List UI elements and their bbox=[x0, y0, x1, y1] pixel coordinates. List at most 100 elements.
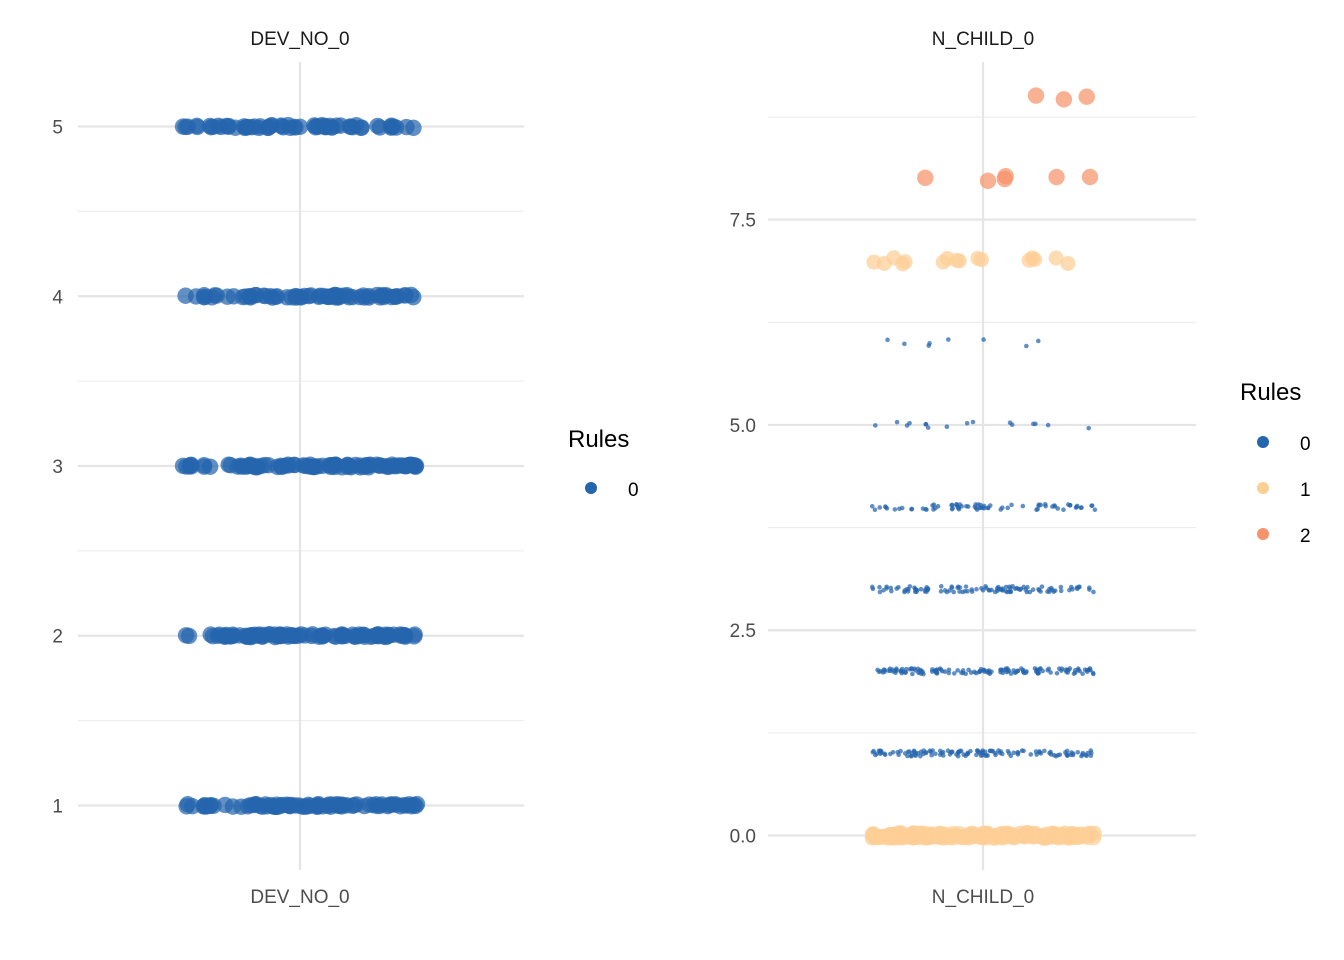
y-tick-label: 7.5 bbox=[730, 211, 756, 232]
data-point-rules-0 bbox=[296, 287, 313, 305]
data-point-rules-0 bbox=[925, 425, 931, 430]
data-point-rules-0 bbox=[1034, 507, 1039, 513]
data-point-rules-0 bbox=[383, 119, 400, 136]
data-point-rules-0 bbox=[256, 287, 274, 305]
data-point-rules-0 bbox=[178, 798, 195, 815]
data-point-rules-0 bbox=[974, 586, 979, 592]
data-point-rules-0 bbox=[888, 751, 893, 757]
data-point-rules-0 bbox=[1078, 505, 1084, 511]
data-point-rules-0 bbox=[1043, 501, 1048, 507]
data-point-rules-0 bbox=[881, 667, 887, 673]
data-point-rules-0 bbox=[913, 587, 919, 592]
data-point-rules-0 bbox=[239, 118, 256, 136]
data-point-rules-0 bbox=[877, 505, 883, 510]
data-point-rules-0 bbox=[1046, 666, 1052, 672]
data-point-rules-0 bbox=[369, 286, 386, 304]
data-point-rules-0 bbox=[875, 667, 880, 673]
data-point-rules-0 bbox=[247, 796, 264, 813]
data-point-rules-0 bbox=[981, 337, 986, 342]
data-point-rules-0 bbox=[931, 507, 936, 512]
panel-n-child-0-x-tick-label: N_CHILD_0 bbox=[932, 887, 1034, 908]
data-point-rules-0 bbox=[872, 507, 878, 513]
legend-dev-no-0-key-0 bbox=[585, 482, 597, 494]
data-point-rules-0 bbox=[351, 457, 369, 474]
data-point-rules-0 bbox=[1072, 668, 1078, 673]
data-point-rules-1 bbox=[879, 830, 895, 846]
data-point-rules-0 bbox=[981, 667, 987, 673]
data-point-rules-0 bbox=[1003, 584, 1009, 590]
data-point-rules-0 bbox=[885, 337, 890, 343]
data-point-rules-0 bbox=[946, 670, 952, 676]
data-point-rules-0 bbox=[1048, 752, 1054, 757]
data-point-rules-0 bbox=[375, 628, 393, 645]
data-point-rules-1 bbox=[905, 830, 921, 846]
data-point-rules-0 bbox=[1066, 502, 1071, 507]
data-point-rules-0 bbox=[964, 503, 969, 509]
data-point-rules-0 bbox=[261, 626, 278, 643]
data-point-rules-0 bbox=[987, 588, 992, 593]
data-point-rules-1 bbox=[864, 830, 880, 846]
data-point-rules-0 bbox=[1009, 422, 1015, 428]
data-point-rules-0 bbox=[181, 458, 198, 475]
panel-n-child-0-points bbox=[864, 87, 1102, 846]
y-tick-label: 3 bbox=[52, 457, 63, 478]
data-point-rules-0 bbox=[278, 289, 296, 306]
data-point-rules-0 bbox=[933, 668, 939, 674]
data-point-rules-0 bbox=[905, 749, 911, 755]
data-point-rules-0 bbox=[1053, 753, 1059, 759]
y-tick-label: 0.0 bbox=[730, 827, 756, 848]
data-point-rules-0 bbox=[1061, 507, 1066, 513]
data-point-rules-0 bbox=[356, 797, 373, 815]
data-point-rules-0 bbox=[259, 119, 276, 137]
data-point-rules-0 bbox=[269, 458, 286, 476]
data-point-rules-0 bbox=[227, 119, 244, 136]
data-point-rules-0 bbox=[891, 669, 896, 674]
data-point-rules-0 bbox=[993, 750, 998, 756]
data-point-rules-1 bbox=[1017, 828, 1033, 844]
data-point-rules-1 bbox=[1027, 251, 1043, 267]
data-point-rules-0 bbox=[1005, 505, 1011, 511]
panel-n-child-0-title: N_CHILD_0 bbox=[932, 29, 1034, 50]
data-point-rules-0 bbox=[323, 796, 340, 813]
data-point-rules-0 bbox=[916, 670, 921, 676]
data-point-rules-1 bbox=[1049, 829, 1065, 845]
data-point-rules-0 bbox=[310, 628, 328, 645]
data-point-rules-0 bbox=[950, 505, 955, 511]
y-tick-label: 5 bbox=[52, 118, 63, 139]
data-point-rules-0 bbox=[944, 424, 950, 430]
data-point-rules-0 bbox=[892, 507, 898, 512]
data-point-rules-0 bbox=[356, 289, 373, 306]
data-point-rules-0 bbox=[201, 117, 219, 135]
data-point-rules-0 bbox=[924, 585, 929, 590]
data-point-rules-0 bbox=[326, 458, 344, 476]
data-point-rules-0 bbox=[233, 798, 250, 815]
data-point-rules-0 bbox=[320, 288, 338, 306]
data-point-rules-0 bbox=[959, 670, 964, 675]
data-point-rules-0 bbox=[1036, 586, 1041, 592]
data-point-rules-0 bbox=[1058, 584, 1064, 590]
data-point-rules-0 bbox=[406, 457, 423, 475]
y-tick-label: 4 bbox=[52, 287, 63, 308]
data-point-rules-0 bbox=[989, 669, 994, 675]
data-point-rules-2 bbox=[1081, 168, 1099, 186]
data-point-rules-0 bbox=[904, 423, 910, 428]
data-point-rules-0 bbox=[955, 585, 960, 591]
data-point-rules-0 bbox=[980, 749, 985, 755]
data-point-rules-0 bbox=[884, 506, 890, 511]
data-point-rules-0 bbox=[930, 503, 935, 508]
legend-n-child-0-key-0 bbox=[1257, 436, 1269, 448]
data-point-rules-1 bbox=[925, 829, 941, 845]
data-point-rules-0 bbox=[1075, 749, 1081, 755]
data-point-rules-2 bbox=[1055, 91, 1073, 108]
data-point-rules-0 bbox=[899, 505, 905, 511]
data-point-rules-0 bbox=[908, 753, 914, 759]
data-point-rules-0 bbox=[955, 668, 960, 673]
data-point-rules-0 bbox=[1089, 503, 1094, 508]
data-point-rules-0 bbox=[1070, 752, 1076, 758]
data-point-rules-0 bbox=[1049, 587, 1055, 593]
data-point-rules-0 bbox=[310, 795, 327, 813]
data-point-rules-0 bbox=[241, 628, 258, 645]
data-point-rules-0 bbox=[980, 587, 986, 593]
data-point-rules-1 bbox=[951, 253, 967, 269]
data-point-rules-0 bbox=[1086, 667, 1092, 673]
